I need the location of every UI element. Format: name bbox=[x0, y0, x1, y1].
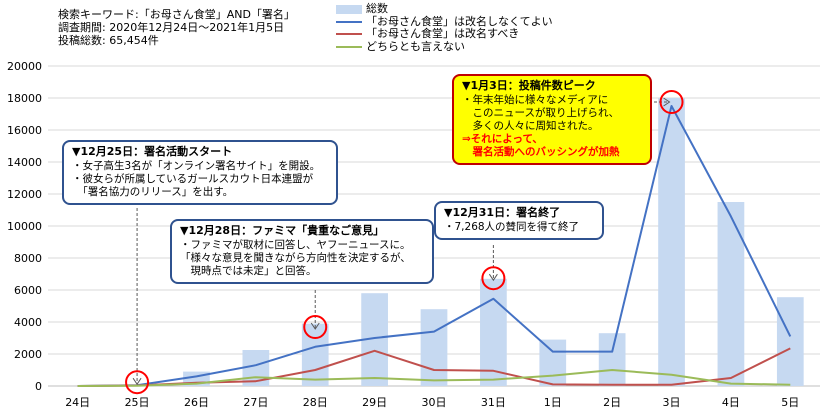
x-tick-label: 27日 bbox=[243, 396, 268, 409]
legend-item-rename: 「お母さん食堂」は改名すべき bbox=[336, 27, 553, 41]
y-tick-label: 8000 bbox=[14, 252, 42, 265]
legend-item-neutral: どちらとも言えない bbox=[336, 39, 553, 54]
x-tick-label: 1日 bbox=[544, 396, 562, 409]
series-line bbox=[77, 105, 792, 387]
legend-item-total: 総数 bbox=[336, 2, 553, 16]
x-tick-label: 28日 bbox=[303, 396, 328, 409]
callout-title: ▼1月3日：投稿件数ピーク bbox=[462, 79, 596, 92]
legend-label: 「お母さん食堂」は改名しなくてよい bbox=[366, 14, 553, 28]
x-tick-label: 3日 bbox=[663, 396, 681, 409]
survey-period: 調査期間: 2020年12月24日～2021年1月5日 bbox=[58, 21, 285, 34]
y-tick-labels: 0 2000 4000 6000 8000 10000 12000 14000 16000 180… bbox=[7, 60, 42, 393]
legend-swatch-line bbox=[336, 20, 362, 23]
legend: 総数 「お母さん食堂」は改名しなくてよい 「お母さん食堂」は改名すべき どちらと… bbox=[336, 2, 553, 54]
callout-line: ・彼女らが所属しているガールスカウト日本連盟が bbox=[72, 173, 314, 185]
legend-label: 「お母さん食堂」は改名すべき bbox=[366, 27, 520, 40]
callout-line: ・ファミマが取材に回答し、ヤフーニュースに。 bbox=[180, 239, 411, 251]
callout-line: 現時点では未定」と回答。 bbox=[180, 265, 317, 277]
x-tick-label: 26日 bbox=[184, 396, 209, 409]
legend-item-no-rename: 「お母さん食堂」は改名しなくてよい bbox=[336, 14, 553, 29]
callout-leaders bbox=[125, 90, 684, 395]
y-tick-label: 0 bbox=[35, 380, 42, 393]
callout-line: 「署名協力のリリース」を出す。 bbox=[72, 186, 234, 198]
callout-title: ▼12月25日：署名活動スタート bbox=[72, 145, 233, 158]
highlight-circle bbox=[303, 315, 328, 339]
series-line bbox=[77, 369, 791, 387]
callout-dec31: ▼12月31日：署名終了 ・7,268人の賛同を得て終了 bbox=[434, 201, 604, 240]
callout-line: ・7,268人の賛同を得て終了 bbox=[444, 221, 580, 233]
line-series bbox=[77, 105, 792, 387]
y-tick-label: 4000 bbox=[14, 316, 42, 329]
x-tick-label: 24日 bbox=[65, 396, 90, 409]
x-tick-label: 4日 bbox=[722, 396, 740, 409]
bar bbox=[480, 278, 507, 386]
callout-jan3: ▼1月3日：投稿件数ピーク ・年末年始に様々なメディアに このニュースが取り上げ… bbox=[452, 74, 652, 165]
callout-title: ▼12月31日：署名終了 bbox=[444, 206, 561, 219]
callout-dec25: ▼12月25日：署名活動スタート ・女子高生3名が「オンライン署名サイト」を開設… bbox=[62, 140, 338, 205]
x-tick-label: 2日 bbox=[603, 396, 621, 409]
x-tick-labels: 24日 25日 26日 27日 28日 29日 30日 31日 1日 2日 3日 4日 5日 bbox=[65, 396, 799, 409]
legend-label: 総数 bbox=[366, 2, 388, 15]
y-tick-label: 20000 bbox=[7, 60, 42, 73]
y-tick-label: 6000 bbox=[14, 284, 42, 297]
callout-line: ・年末年始に様々なメディアに bbox=[462, 94, 609, 106]
callout-line: ・女子高生3名が「オンライン署名サイト」を開設。 bbox=[72, 160, 321, 172]
callout-line: 「様々な意見を聞きながら方向性を決定するが、 bbox=[180, 252, 411, 264]
legend-swatch-bar bbox=[336, 4, 362, 14]
x-tick-label: 29日 bbox=[362, 396, 387, 409]
leader-arrow bbox=[663, 97, 671, 107]
callout-title: ▼12月28日：ファミマ「貴重なご意見」 bbox=[180, 224, 385, 237]
bar bbox=[776, 297, 804, 386]
x-tick-label: 25日 bbox=[125, 396, 150, 409]
callout-line: 多くの人々に周知された。 bbox=[462, 120, 599, 132]
total-posts: 投稿総数: 65,454件 bbox=[58, 34, 159, 47]
y-tick-label: 12000 bbox=[7, 188, 42, 201]
x-tick-label: 30日 bbox=[422, 396, 447, 409]
callout-emphasis: ⇒それによって、 bbox=[462, 133, 543, 145]
bar bbox=[420, 309, 448, 386]
bar bbox=[717, 202, 745, 386]
callout-dec28: ▼12月28日：ファミマ「貴重なご意見」 ・ファミマが取材に回答し、ヤフーニュー… bbox=[170, 219, 434, 284]
legend-swatch-line bbox=[336, 33, 362, 36]
search-keyword: 検索キーワード:「お母さん食堂」AND「署名」 bbox=[58, 8, 295, 21]
callout-emphasis: 署名活動へのバッシングが加熱 bbox=[462, 146, 620, 158]
highlight-circle bbox=[125, 370, 150, 395]
highlight-circle bbox=[659, 90, 684, 114]
callout-line: このニュースが取り上げられ、 bbox=[462, 107, 620, 119]
bar bbox=[539, 339, 567, 386]
leader-arrow bbox=[488, 273, 498, 282]
leader-arrow bbox=[132, 377, 142, 386]
x-tick-label: 5日 bbox=[781, 396, 799, 409]
y-tick-label: 16000 bbox=[7, 124, 42, 137]
legend-label: どちらとも言えない bbox=[366, 39, 465, 53]
y-tick-label: 18000 bbox=[7, 92, 42, 105]
x-tick-label: 31日 bbox=[481, 396, 506, 409]
y-tick-label: 14000 bbox=[7, 156, 42, 169]
y-tick-label: 2000 bbox=[14, 348, 42, 361]
survey-meta: 検索キーワード:「お母さん食堂」AND「署名」 調査期間: 2020年12月24… bbox=[58, 8, 295, 47]
leader-arrow bbox=[310, 322, 320, 330]
bar bbox=[598, 333, 626, 386]
y-tick-label: 10000 bbox=[7, 220, 42, 233]
bar-series-total bbox=[123, 98, 804, 386]
legend-swatch-line bbox=[336, 45, 362, 48]
highlight-circle bbox=[481, 266, 506, 291]
